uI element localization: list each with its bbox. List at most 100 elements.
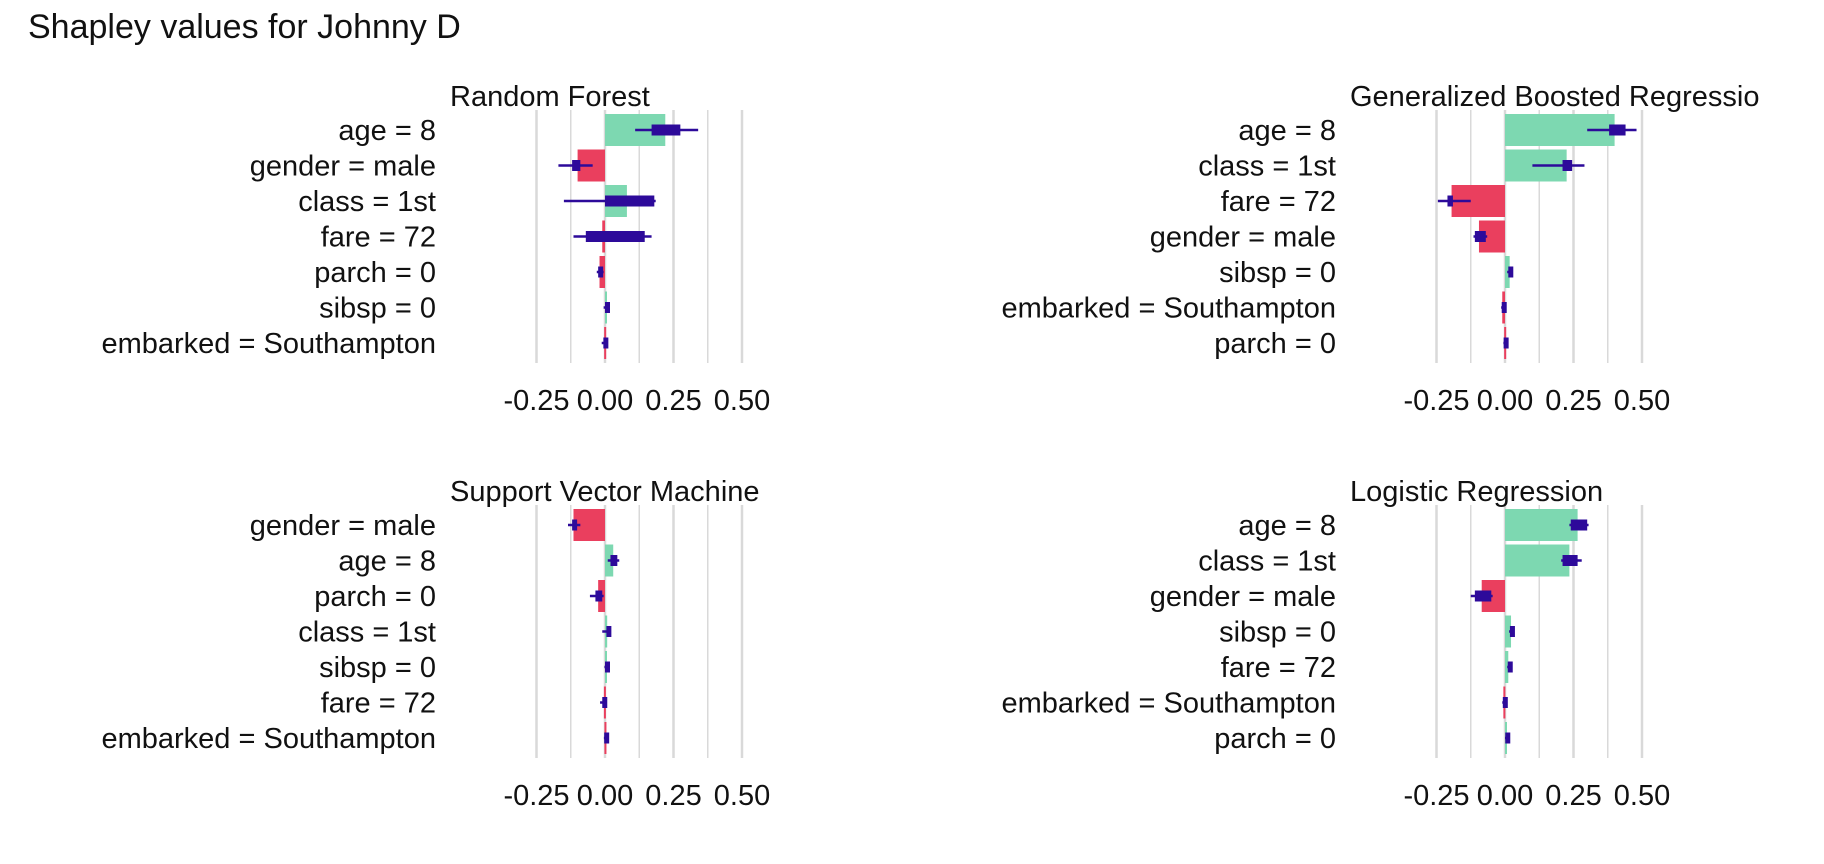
feature-label: age = 8: [338, 115, 436, 147]
interval-box: [1562, 160, 1573, 171]
feature-label: gender = male: [1150, 222, 1336, 254]
feature-label: embarked = Southampton: [101, 723, 436, 755]
positive-bar: [1505, 509, 1578, 541]
feature-row: embarked = Southampton: [1001, 686, 1508, 720]
interval-box: [1501, 302, 1507, 313]
x-tick-label: 0.50: [714, 385, 770, 417]
feature-row: parch = 0: [314, 256, 605, 289]
feature-row: fare = 72: [1221, 651, 1513, 684]
gridlines: [535, 505, 744, 758]
interval-box: [1508, 266, 1514, 278]
interval-box: [1562, 555, 1578, 566]
feature-label: gender = male: [250, 151, 436, 183]
feature-row: class = 1st: [1198, 544, 1582, 578]
x-tick-label: 0.50: [1614, 780, 1670, 812]
feature-row: gender = male: [250, 509, 605, 542]
feature-row: age = 8: [338, 114, 699, 147]
feature-label: fare = 72: [1221, 186, 1336, 218]
feature-row: class = 1st: [298, 185, 656, 218]
feature-label: age = 8: [1238, 510, 1336, 542]
x-tick-label: -0.25: [1403, 780, 1469, 812]
x-tick-label: -0.25: [1403, 385, 1469, 417]
interval-box: [1474, 231, 1486, 242]
feature-row: class = 1st: [1198, 149, 1585, 183]
interval-box: [1503, 337, 1509, 349]
positive-bar: [1505, 651, 1509, 683]
feature-row: age = 8: [1238, 114, 1637, 147]
interval-box: [1447, 195, 1453, 207]
feature-label: sibsp = 0: [1219, 617, 1336, 649]
feature-row: fare = 72: [321, 686, 608, 720]
interval-box: [610, 555, 618, 566]
feature-label: class = 1st: [298, 617, 436, 649]
gridlines: [1435, 505, 1644, 758]
feature-row: sibsp = 0: [1219, 615, 1515, 649]
x-tick-label: 0.25: [1545, 780, 1601, 812]
negative-bar: [1481, 580, 1505, 612]
x-tick-label: 0.25: [645, 780, 701, 812]
chart-panel-2: Generalized Boosted Regressio age = 8 clas…: [1001, 81, 1759, 417]
interval-box: [1609, 124, 1626, 136]
feature-label: parch = 0: [1214, 723, 1336, 755]
feature-label: fare = 72: [1221, 652, 1336, 684]
feature-label: class = 1st: [1198, 546, 1336, 578]
feature-row: parch = 0: [1214, 327, 1509, 360]
chart-panel-4: Logistic Regression age = 8 class = 1stgen…: [1001, 476, 1670, 812]
feature-label: gender = male: [250, 510, 436, 542]
x-tick-label: 0.50: [714, 780, 770, 812]
feature-row: age = 8: [1238, 509, 1589, 542]
feature-label: parch = 0: [314, 257, 436, 289]
interval-box: [1507, 661, 1513, 673]
feature-row: sibsp = 0: [319, 291, 610, 325]
feature-label: parch = 0: [314, 581, 436, 613]
interval-box: [1509, 626, 1515, 637]
interval-box: [572, 160, 581, 171]
interval-box: [605, 195, 655, 207]
feature-row: fare = 72: [321, 220, 652, 254]
x-tick-label: 0.25: [1545, 385, 1601, 417]
feature-label: embarked = Southampton: [1001, 688, 1336, 720]
feature-row: gender = male: [250, 149, 605, 183]
feature-row: age = 8: [338, 544, 620, 578]
interval-box: [602, 697, 608, 708]
feature-row: sibsp = 0: [319, 651, 610, 684]
interval-box: [1505, 732, 1511, 744]
interval-box: [595, 590, 603, 602]
feature-label: embarked = Southampton: [1001, 293, 1336, 325]
panel-title: Random Forest: [450, 81, 650, 113]
feature-row: parch = 0: [314, 580, 605, 613]
feature-label: class = 1st: [298, 186, 436, 218]
feature-row: embarked = Southampton: [1001, 291, 1507, 325]
feature-label: embarked = Southampton: [101, 328, 436, 360]
panel-title: Generalized Boosted Regressio: [1350, 81, 1759, 113]
interval-box: [606, 626, 612, 637]
interval-box: [1502, 697, 1508, 708]
interval-box: [651, 124, 681, 136]
interval-box: [605, 661, 610, 673]
chart-title: Shapley values for Johnny D: [28, 8, 461, 46]
x-tick-label: -0.25: [503, 385, 569, 417]
gridlines: [1435, 110, 1644, 363]
x-tick-label: 0.50: [1614, 385, 1670, 417]
feature-label: fare = 72: [321, 222, 436, 254]
feature-row: embarked = Southampton: [101, 722, 610, 755]
chart-panel-3: Support Vector Machine gender = male age =…: [101, 476, 770, 812]
feature-label: class = 1st: [1198, 151, 1336, 183]
panel-title: Logistic Regression: [1350, 476, 1603, 508]
feature-label: sibsp = 0: [319, 293, 436, 325]
feature-label: gender = male: [1150, 581, 1336, 613]
interval-box: [1474, 590, 1492, 602]
feature-row: fare = 72: [1221, 185, 1505, 218]
interval-box: [603, 337, 609, 349]
x-tick-label: 0.25: [645, 385, 701, 417]
x-tick-label: 0.00: [1477, 385, 1533, 417]
feature-label: age = 8: [338, 546, 436, 578]
positive-bar: [1505, 615, 1512, 648]
feature-row: embarked = Southampton: [101, 327, 609, 360]
positive-bar: [1505, 544, 1570, 577]
x-tick-label: 0.00: [577, 780, 633, 812]
feature-row: gender = male: [1150, 220, 1505, 254]
feature-row: gender = male: [1150, 580, 1505, 613]
